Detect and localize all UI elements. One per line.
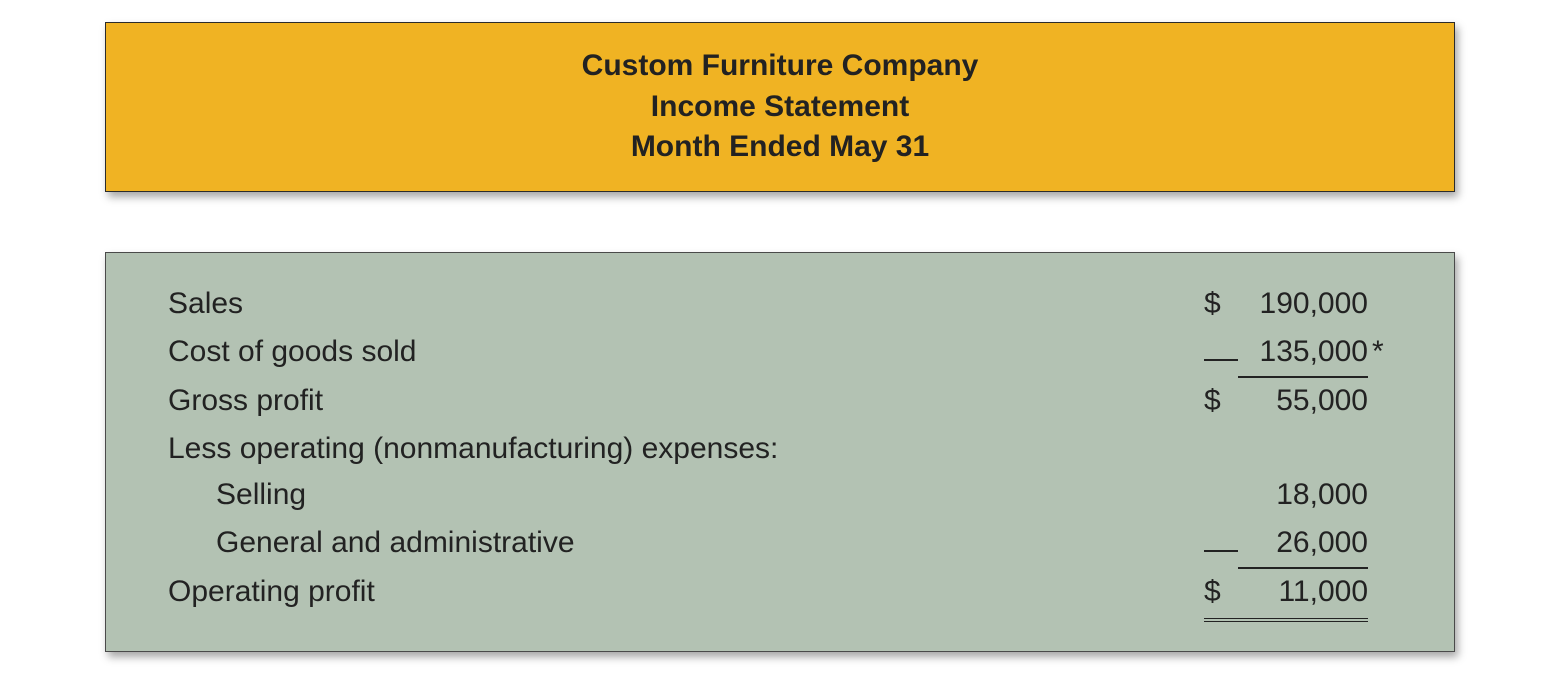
row-note: *: [1368, 329, 1392, 376]
row-label: Operating profit: [168, 569, 1204, 616]
row-label: Cost of goods sold: [168, 329, 1204, 376]
row-amount: $ 190,000: [1204, 281, 1392, 329]
table-row: Less operating (nonmanufacturing) expens…: [168, 426, 1392, 473]
row-value: 135,000: [1238, 329, 1368, 379]
statement-header: Custom Furniture Company Income Statemen…: [105, 22, 1455, 192]
company-name: Custom Furniture Company: [582, 46, 979, 87]
row-value: [1238, 457, 1368, 458]
row-amount: 18,000: [1204, 472, 1392, 520]
table-row: Sales $ 190,000: [168, 281, 1392, 329]
row-label: Less operating (nonmanufacturing) expens…: [168, 426, 1204, 473]
table-row: Gross profit $ 55,000: [168, 378, 1392, 426]
table-row: Cost of goods sold 135,000 *: [168, 329, 1392, 379]
table-row: Operating profit $ 11,000: [168, 569, 1392, 622]
row-amount: $ 55,000: [1204, 378, 1392, 426]
row-amount: 26,000: [1204, 520, 1392, 570]
currency-symbol: [1204, 550, 1238, 552]
table-row: General and administrative 26,000: [168, 520, 1392, 570]
row-value: 26,000: [1238, 520, 1368, 570]
row-label: General and administrative: [168, 520, 1204, 567]
table-row: Selling 18,000: [168, 472, 1392, 520]
currency-symbol: [1204, 359, 1238, 361]
statement-period: Month Ended May 31: [631, 127, 929, 168]
page: Custom Furniture Company Income Statemen…: [0, 0, 1560, 678]
row-label: Selling: [168, 472, 1204, 519]
currency-symbol: $: [1204, 378, 1238, 425]
row-value: 18,000: [1238, 472, 1368, 520]
row-value: 11,000: [1238, 569, 1368, 622]
statement-body: Sales $ 190,000 Cost of goods sold 135,0…: [105, 252, 1455, 652]
row-label: Gross profit: [168, 378, 1204, 425]
currency-symbol: $: [1204, 281, 1238, 328]
row-amount: 135,000 *: [1204, 329, 1392, 379]
row-amount: [1204, 457, 1392, 458]
row-value: 190,000: [1238, 281, 1368, 329]
currency-symbol: $: [1204, 569, 1238, 622]
row-value: 55,000: [1238, 378, 1368, 426]
statement-title: Income Statement: [651, 87, 909, 128]
row-amount: $ 11,000: [1204, 569, 1392, 622]
row-label: Sales: [168, 281, 1204, 328]
